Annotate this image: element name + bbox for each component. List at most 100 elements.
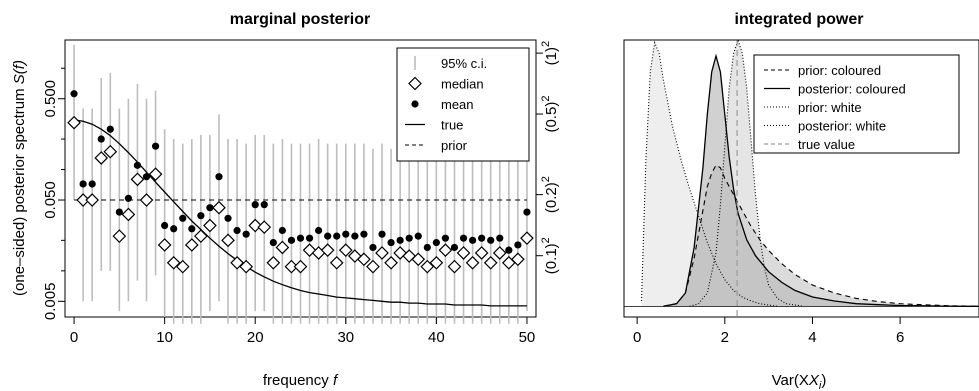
mean-point	[179, 214, 187, 222]
legend-label: prior: white	[798, 100, 862, 115]
median-point	[456, 246, 471, 260]
legend-box-right	[753, 54, 960, 154]
x-tick-label: 20	[247, 329, 264, 346]
median-point	[194, 229, 208, 243]
median-point	[384, 255, 398, 270]
median-point	[511, 252, 525, 267]
median-point	[221, 233, 235, 248]
mean-point	[315, 226, 323, 235]
median-point	[239, 259, 254, 274]
legend-label: posterior: white	[798, 119, 886, 134]
median-point	[203, 218, 217, 233]
median-point	[184, 238, 199, 252]
x-tick-label: 30	[337, 329, 354, 346]
median-point	[212, 200, 226, 215]
mean-point	[197, 212, 205, 220]
median-point	[175, 259, 190, 274]
median-point	[366, 259, 380, 274]
mean-point	[423, 243, 431, 252]
mean-point	[97, 135, 105, 143]
mean-point	[396, 236, 404, 244]
x-tick-label: 0	[633, 329, 641, 346]
mean-point	[487, 236, 495, 244]
line-prior-coloured	[663, 164, 979, 307]
mean-point	[124, 194, 133, 202]
median-point	[447, 259, 462, 274]
line-posterior-coloured	[663, 53, 979, 307]
density-lines	[624, 38, 979, 317]
right-axis-tick-label: (0.5)2	[540, 96, 560, 133]
median-point	[85, 193, 100, 207]
legend-label: true value	[798, 137, 855, 152]
mean-point	[188, 225, 196, 233]
mean-point	[161, 221, 169, 230]
median-point	[94, 151, 109, 165]
mean-point	[378, 230, 386, 238]
mean-point	[88, 180, 96, 188]
axes-right: 0 2 4 6	[633, 317, 904, 346]
median-points	[67, 115, 534, 274]
median-point	[420, 259, 435, 274]
median-point	[112, 229, 127, 243]
y-tick-label: 0.005	[42, 283, 59, 321]
x-tick-label: 6	[896, 329, 904, 346]
mean-point	[505, 246, 513, 254]
median-point	[157, 238, 172, 252]
legend-median-symbol	[408, 76, 422, 91]
median-point	[293, 259, 308, 274]
mean-point	[523, 208, 531, 216]
mean-point	[468, 236, 477, 244]
legend-label: 95% c.i.	[441, 56, 487, 71]
median-point	[148, 167, 163, 182]
legend-label: mean	[441, 97, 474, 112]
median-point	[474, 246, 489, 260]
median-point	[483, 255, 498, 270]
chart-integrated-power: integrated power 0 2 4 6 Var(XXi) prior: co…	[623, 11, 979, 391]
legend-right: prior: coloured posterior: coloured prior:…	[753, 54, 960, 154]
line-posterior-white	[689, 38, 804, 307]
legend-label: prior	[441, 138, 468, 153]
mean-point	[496, 234, 504, 242]
mean-point	[151, 142, 160, 150]
median-point	[438, 243, 453, 257]
mean-point	[206, 204, 214, 212]
line-prior-white	[640, 40, 778, 307]
right-axis-tick-label: (0.2)2	[540, 176, 560, 213]
density-areas	[641, 40, 979, 307]
mean-point	[432, 238, 440, 247]
mean-point	[414, 232, 422, 240]
median-point	[492, 246, 507, 260]
y-tick-label: 0.500	[42, 80, 59, 118]
mean-point	[278, 226, 286, 235]
legend-label: median	[441, 77, 484, 92]
mean-point	[441, 234, 450, 242]
chart-title-left: marginal posterior	[230, 11, 370, 28]
area-prior-white	[641, 42, 778, 307]
right-axis-tick-label: (0.1)2	[540, 237, 560, 274]
axes-left: 0 10 20 30 40 50 0.005 0.050 0.500 (0.1)2 (0.2)2 (0…	[42, 41, 560, 346]
mean-point	[115, 208, 123, 216]
legend-label: true	[441, 118, 463, 133]
median-point	[130, 172, 145, 187]
mean-point	[260, 201, 268, 209]
mean-point	[142, 173, 151, 181]
legend-box-left	[396, 47, 530, 162]
x-tick-label: 10	[156, 329, 173, 346]
mean-point	[224, 214, 232, 222]
mean-point	[287, 236, 296, 244]
x-tick-label: 40	[428, 329, 445, 346]
median-point	[520, 231, 534, 246]
median-point	[230, 255, 244, 270]
median-point	[302, 243, 317, 257]
mean-point	[170, 225, 178, 233]
x-tick-label: 4	[808, 329, 816, 346]
median-point	[257, 220, 272, 234]
median-point	[429, 255, 444, 270]
median-point	[338, 243, 353, 257]
mean-point	[342, 230, 350, 238]
legend-label: prior: coloured	[798, 63, 881, 78]
mean-points	[70, 90, 531, 254]
x-axis-label-left: frequency f	[263, 372, 339, 389]
mean-point	[70, 90, 78, 98]
median-point	[320, 243, 335, 257]
